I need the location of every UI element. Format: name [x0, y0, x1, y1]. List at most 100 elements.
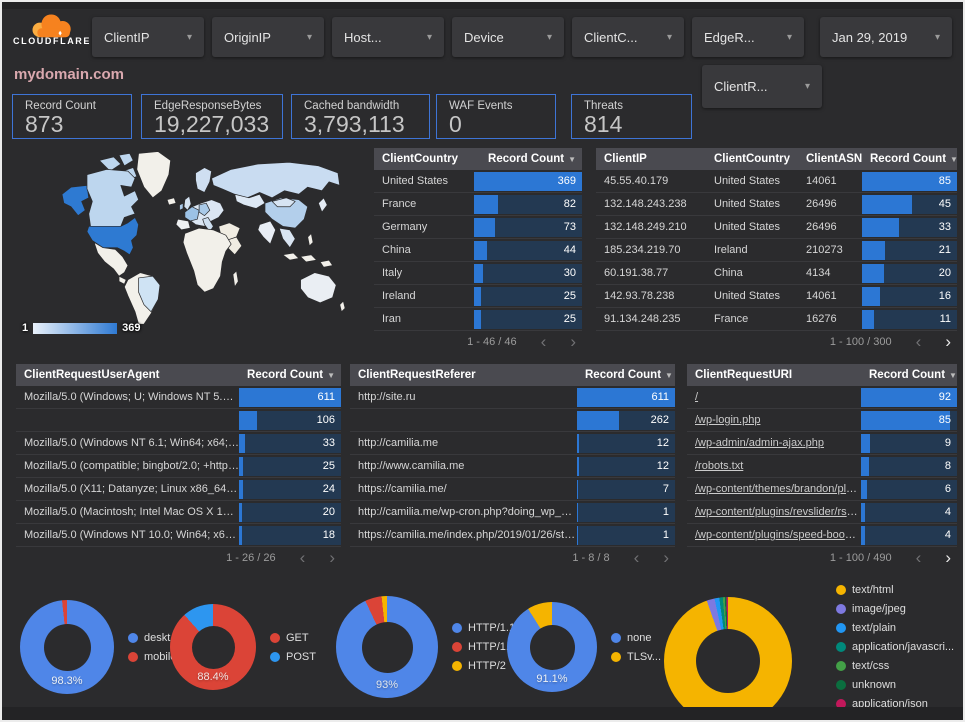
legend-item-texthtml[interactable]: text/html: [836, 584, 954, 596]
uri-link[interactable]: /wp-admin/admin-ajax.php: [695, 437, 825, 449]
filter-chip-originip[interactable]: OriginIP ▾: [212, 17, 324, 57]
table-row[interactable]: Mozilla/5.0 (Windows NT 10.0; Win64; x64…: [16, 524, 341, 547]
column-header-clientasn[interactable]: ClientASN: [806, 153, 862, 165]
uri-link[interactable]: /wp-login.php: [695, 414, 761, 426]
legend-item-imagejpeg[interactable]: image/jpeg: [836, 603, 954, 615]
uri-link[interactable]: /wp-content/themes/brandon/plu...: [695, 483, 861, 495]
table-row[interactable]: 60.191.38.77 China 4134 20: [596, 262, 957, 285]
legend-item-post[interactable]: POST: [270, 651, 316, 663]
filter-chip-clientr[interactable]: ClientR... ▾: [702, 65, 822, 108]
filter-chip-host[interactable]: Host... ▾: [332, 17, 444, 57]
legend-item-textcss[interactable]: text/css: [836, 660, 954, 672]
column-header-clientcountry[interactable]: ClientCountry: [714, 153, 791, 165]
table-row[interactable]: Germany 73: [374, 216, 582, 239]
table-row[interactable]: 142.93.78.238 United States 14061 16: [596, 285, 957, 308]
legend-item-get[interactable]: GET: [270, 632, 316, 644]
table-row[interactable]: 262: [350, 409, 675, 432]
table-row[interactable]: /wp-content/plugins/revslider/rs-p... 4: [687, 501, 957, 524]
table-row[interactable]: /wp-admin/admin-ajax.php 9: [687, 432, 957, 455]
table-row[interactable]: 185.234.219.70 Ireland 210273 21: [596, 239, 957, 262]
donut-tls-version[interactable]: 91.1%: [507, 602, 597, 692]
date-range-chip[interactable]: Jan 29, 2019 ▾: [820, 17, 952, 57]
uri-link[interactable]: /: [695, 391, 699, 403]
legend-item-http11[interactable]: HTTP/1.1: [452, 622, 515, 634]
table-cell[interactable]: /wp-admin/admin-ajax.php: [687, 437, 861, 449]
column-header-clientrequestreferer[interactable]: ClientRequestReferer: [358, 369, 476, 381]
filter-chip-edger[interactable]: EdgeR... ▾: [692, 17, 804, 57]
world-map-chart[interactable]: 1 369: [16, 148, 368, 348]
donut-request-method[interactable]: 88.4%: [170, 604, 256, 690]
donut-http-protocol[interactable]: 93%: [336, 596, 438, 698]
table-cell[interactable]: /wp-content/plugins/revslider/rs-p...: [687, 506, 861, 518]
column-header-clientcountry[interactable]: ClientCountry: [382, 153, 459, 165]
table-row[interactable]: http://www.camilia.me 12: [350, 455, 675, 478]
pagination-prev-icon[interactable]: ‹: [915, 548, 922, 567]
table-row[interactable]: Mozilla/5.0 (Macintosh; Intel Mac OS X 1…: [16, 501, 341, 524]
pagination-prev-icon[interactable]: ‹: [633, 548, 640, 567]
table-row[interactable]: 132.148.249.210 United States 26496 33: [596, 216, 957, 239]
legend-item-http10[interactable]: HTTP/1.0: [452, 641, 515, 653]
table-row[interactable]: 91.134.248.235 France 16276 11: [596, 308, 957, 331]
uri-link[interactable]: /robots.txt: [695, 460, 744, 472]
table-cell[interactable]: /robots.txt: [687, 460, 861, 472]
legend-item-none[interactable]: none: [611, 632, 661, 644]
pagination-prev-icon[interactable]: ‹: [299, 548, 306, 567]
table-row[interactable]: Ireland 25: [374, 285, 582, 308]
column-header-clientrequestuseragent[interactable]: ClientRequestUserAgent: [24, 369, 160, 381]
column-header-recordcount[interactable]: Record Count▼: [247, 369, 335, 381]
table-row[interactable]: Mozilla/5.0 (compatible; bingbot/2.0; +h…: [16, 455, 341, 478]
filter-chip-clientc[interactable]: ClientC... ▾: [572, 17, 684, 57]
pagination-next-icon[interactable]: ›: [570, 332, 576, 351]
table-row[interactable]: China 44: [374, 239, 582, 262]
table-row[interactable]: https://camilia.me/7: [350, 478, 675, 501]
pagination-next-icon[interactable]: ›: [945, 548, 951, 567]
table-row[interactable]: Mozilla/5.0 (Windows NT 6.1; Win64; x64;…: [16, 432, 341, 455]
column-header-recordcount[interactable]: Record Count▼: [585, 369, 673, 381]
legend-item-unknown[interactable]: unknown: [836, 679, 954, 691]
table-row[interactable]: /wp-content/plugins/speed-booste... 4: [687, 524, 957, 547]
table-row[interactable]: /robots.txt 8: [687, 455, 957, 478]
table-cell[interactable]: /: [687, 391, 861, 403]
legend-item-mobile[interactable]: mobile: [128, 651, 179, 663]
pagination-next-icon[interactable]: ›: [329, 548, 335, 567]
pagination-prev-icon[interactable]: ‹: [915, 332, 922, 351]
column-header-clientip[interactable]: ClientIP: [604, 153, 647, 165]
uri-link[interactable]: /wp-content/plugins/revslider/rs-p...: [695, 506, 861, 518]
column-header-recordcount[interactable]: Record Count▼: [862, 153, 957, 165]
pagination-next-icon[interactable]: ›: [663, 548, 669, 567]
table-row[interactable]: Iran 25: [374, 308, 582, 331]
table-row[interactable]: http://camilia.me/wp-cron.php?doing_wp_c…: [350, 501, 675, 524]
table-row[interactable]: 132.148.243.238 United States 26496 45: [596, 193, 957, 216]
table-row[interactable]: 106: [16, 409, 341, 432]
column-header-recordcount[interactable]: Record Count▼: [869, 369, 957, 381]
table-row[interactable]: http://site.ru 611: [350, 386, 675, 409]
column-header-recordcount[interactable]: Record Count▼: [488, 153, 576, 165]
table-row[interactable]: Mozilla/5.0 (X11; Datanyze; Linux x86_64…: [16, 478, 341, 501]
table-row[interactable]: http://camilia.me 12: [350, 432, 675, 455]
bar-fill: [239, 525, 242, 545]
column-header-clientrequesturi[interactable]: ClientRequestURI: [695, 369, 793, 381]
table-row[interactable]: Mozilla/5.0 (Windows; U; Windows NT 5.1;…: [16, 386, 341, 409]
table-row[interactable]: / 92: [687, 386, 957, 409]
table-cell[interactable]: /wp-content/plugins/speed-booste...: [687, 529, 861, 541]
table-row[interactable]: /wp-content/themes/brandon/plu... 6: [687, 478, 957, 501]
table-row[interactable]: https://camilia.me/index.php/2019/01/26/…: [350, 524, 675, 547]
table-cell[interactable]: /wp-content/themes/brandon/plu...: [687, 483, 861, 495]
legend-item-http2[interactable]: HTTP/2: [452, 660, 512, 672]
donut-device-type[interactable]: 98.3%: [20, 600, 114, 694]
donut-content-type[interactable]: 94.6%: [664, 596, 792, 720]
table-row[interactable]: France 82: [374, 193, 582, 216]
legend-item-textplain[interactable]: text/plain: [836, 622, 954, 634]
pagination-next-icon[interactable]: ›: [945, 332, 951, 351]
uri-link[interactable]: /wp-content/plugins/speed-booste...: [695, 529, 861, 541]
legend-item-applicationjavascri[interactable]: application/javascri...: [836, 641, 954, 653]
table-row[interactable]: United States 369: [374, 170, 582, 193]
legend-item-tlsv[interactable]: TLSv...: [611, 651, 661, 663]
table-row[interactable]: 45.55.40.179 United States 14061 85: [596, 170, 957, 193]
table-cell[interactable]: /wp-login.php: [687, 414, 861, 426]
table-row[interactable]: Italy 30: [374, 262, 582, 285]
filter-chip-device[interactable]: Device ▾: [452, 17, 564, 57]
pagination-prev-icon[interactable]: ‹: [540, 332, 547, 351]
table-row[interactable]: /wp-login.php 85: [687, 409, 957, 432]
filter-chip-clientip[interactable]: ClientIP ▾: [92, 17, 204, 57]
